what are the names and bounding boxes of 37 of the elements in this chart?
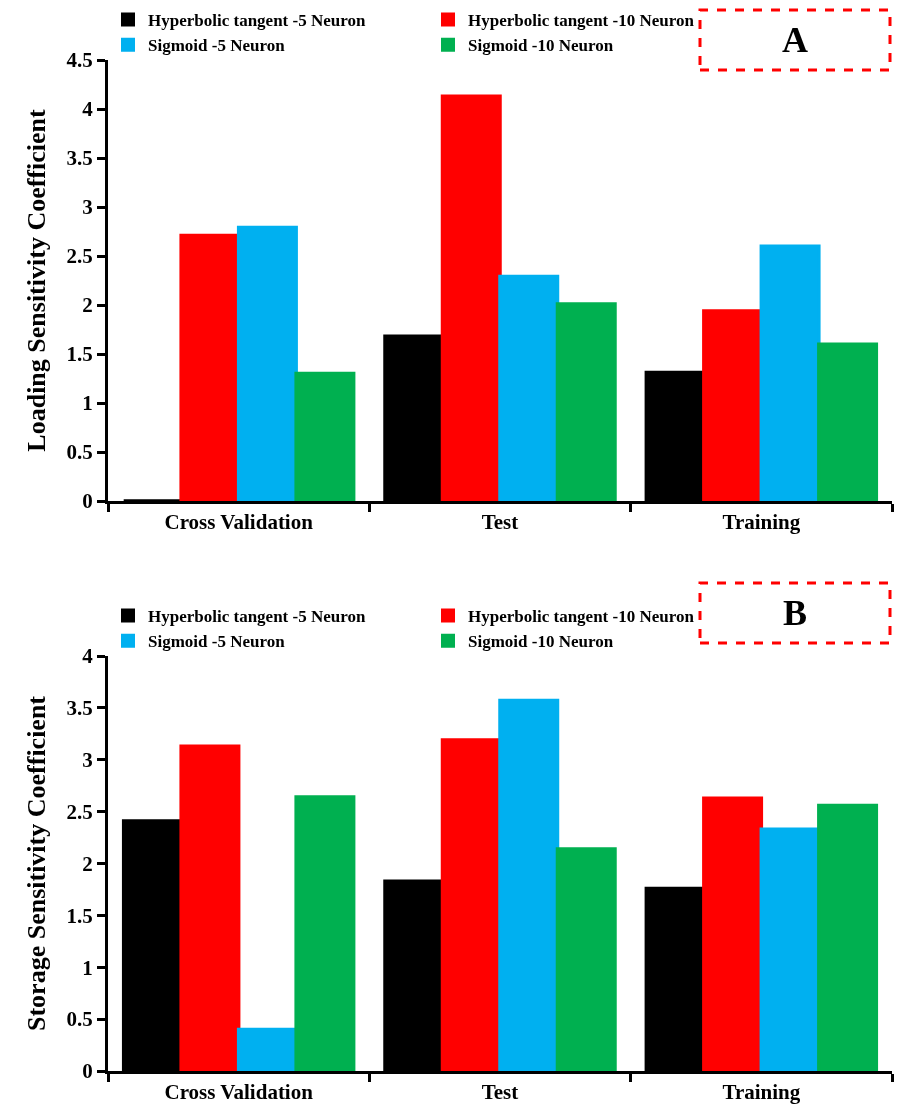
y-tick-label: 0 <box>82 1059 93 1084</box>
y-tick-label: 1 <box>82 955 93 980</box>
y-axis-title: Storage Sensitivity Coefficient <box>21 695 51 1032</box>
x-tick-label: Cross Validation <box>164 1080 314 1105</box>
x-tick-label: Test <box>481 510 519 535</box>
legend-label: Hyperbolic tangent -10 Neuron <box>468 607 695 627</box>
y-tick-label: 0.5 <box>66 1007 93 1032</box>
legend-label: Hyperbolic tangent -10 Neuron <box>468 11 695 31</box>
x-tick-label: Cross Validation <box>164 510 314 535</box>
x-tick-label: Training <box>722 510 801 535</box>
y-tick-label: 2 <box>82 293 93 318</box>
y-tick-label: 0.5 <box>66 440 93 465</box>
y-tick-label: 4.5 <box>66 48 93 73</box>
legend-label: Hyperbolic tangent -5 Neuron <box>148 11 366 31</box>
y-tick-label: 0 <box>82 489 93 514</box>
y-tick-label: 2.5 <box>66 799 93 824</box>
legend-label: Sigmoid -5 Neuron <box>148 36 286 56</box>
y-tick-label: 1.5 <box>66 342 93 367</box>
y-tick-label: 2.5 <box>66 244 93 269</box>
y-tick-label: 3 <box>82 195 93 220</box>
y-tick-label: 1.5 <box>66 903 93 928</box>
y-tick-label: 3 <box>82 748 93 773</box>
legend-label: Sigmoid -10 Neuron <box>468 36 614 56</box>
y-tick-label: 3.5 <box>66 696 93 721</box>
legend-label: Sigmoid -10 Neuron <box>468 632 614 652</box>
text: B <box>783 593 808 633</box>
y-tick-label: 4 <box>82 644 94 669</box>
x-tick-label: Test <box>481 1080 519 1105</box>
annotation: A <box>782 20 808 60</box>
y-tick-label: 2 <box>82 851 93 876</box>
y-axis-title: Loading Sensitivity Coefficient <box>21 109 51 452</box>
y-tick-label: 4 <box>82 97 94 122</box>
y-tick-label: 3.5 <box>66 146 93 171</box>
x-tick-label: Training <box>722 1080 801 1105</box>
legend-label: Hyperbolic tangent -5 Neuron <box>148 607 366 627</box>
legend-label: Sigmoid -5 Neuron <box>148 632 286 652</box>
y-tick-label: 1 <box>82 391 93 416</box>
